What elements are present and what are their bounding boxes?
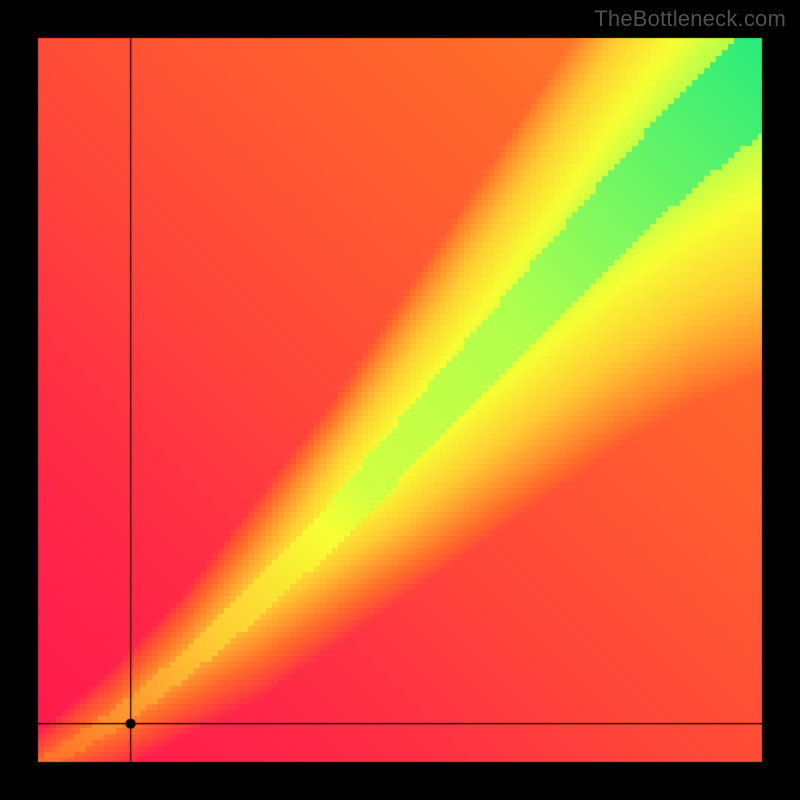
- chart-container: { "watermark": { "text": "TheBottleneck.…: [0, 0, 800, 800]
- bottleneck-heatmap: [0, 0, 800, 800]
- watermark-text: TheBottleneck.com: [594, 6, 786, 32]
